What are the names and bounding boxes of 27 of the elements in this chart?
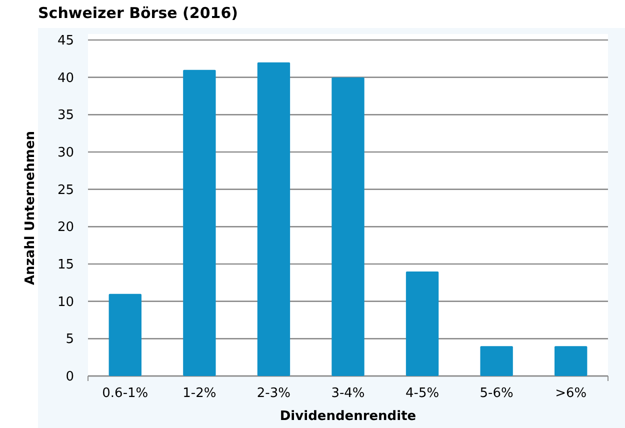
y-tick-label: 10: [57, 294, 74, 310]
y-tick-label: 20: [57, 220, 74, 236]
y-tick-label: 45: [57, 34, 74, 49]
bar: [480, 346, 513, 376]
chart-title: Schweizer Börse (2016): [38, 4, 238, 22]
bar: [406, 271, 439, 376]
y-tick-label: 15: [57, 258, 74, 273]
x-tick-label: 1-2%: [182, 386, 216, 401]
x-axis-title: Dividendenrendite: [280, 409, 416, 424]
y-tick-label: 25: [57, 182, 74, 198]
x-tick-label: 5-6%: [480, 386, 514, 401]
y-tick-label: 35: [57, 108, 74, 124]
x-tick-label: 3-4%: [331, 386, 365, 401]
bar: [332, 77, 364, 376]
y-tick-label: 0: [66, 370, 74, 385]
bar: [554, 346, 588, 376]
x-tick-label: >6%: [555, 386, 587, 401]
bar: [183, 70, 216, 376]
bar: [257, 62, 290, 376]
y-tick-label: 40: [57, 70, 74, 86]
y-tick-label: 5: [66, 332, 74, 348]
y-axis-title: Anzahl Unternehmen: [23, 130, 38, 286]
x-tick-label: 2-3%: [256, 386, 291, 401]
bar: [108, 294, 142, 376]
x-tick-label: 0.6-1%: [102, 386, 148, 401]
y-tick-label: 30: [57, 146, 74, 161]
x-tick-label: 4-5%: [405, 386, 440, 401]
